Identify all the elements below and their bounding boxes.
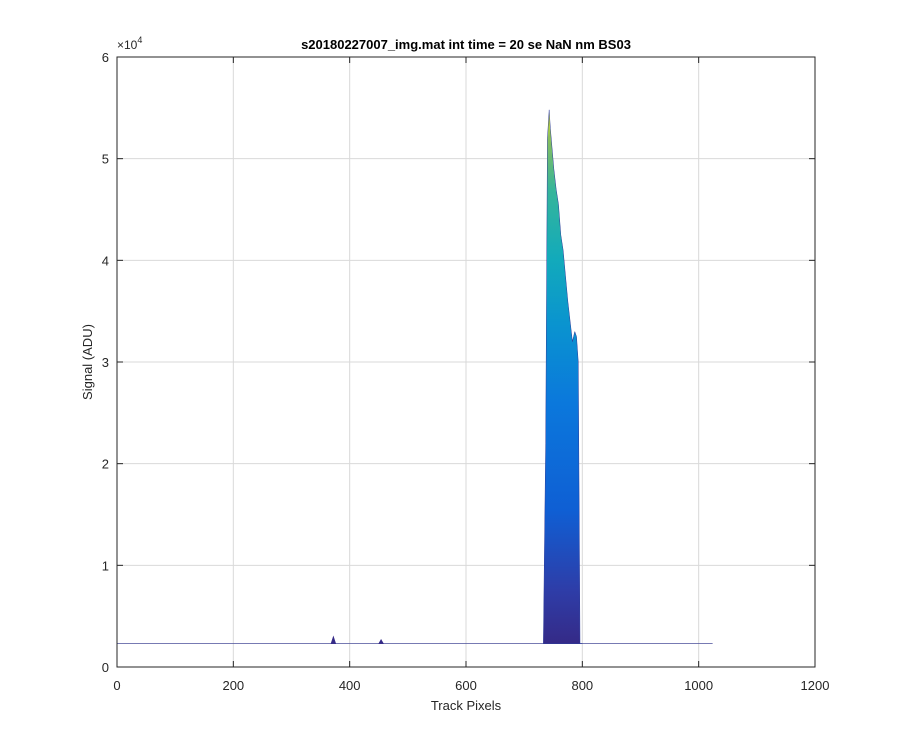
x-tick-label: 200 [222, 678, 244, 693]
axis-ticks: 0 200 400 600 800 1000 1200 0 1 2 3 4 5 6 [102, 50, 830, 693]
small-peak [330, 635, 337, 644]
grid-lines [117, 57, 815, 667]
y-axis-label: Signal (ADU) [80, 324, 95, 400]
small-peak [378, 638, 384, 644]
chart-title: s20180227007_img.mat int time = 20 se Na… [301, 37, 631, 52]
signal-band [543, 109, 583, 644]
y-tick-label: 4 [102, 253, 109, 268]
x-tick-label: 1000 [684, 678, 713, 693]
y-axis-exponent: ×104 [117, 35, 142, 52]
x-tick-label: 600 [455, 678, 477, 693]
y-tick-label: 3 [102, 355, 109, 370]
y-tick-label: 1 [102, 558, 109, 573]
y-exponent-power: 4 [137, 35, 142, 45]
x-tick-label: 1200 [801, 678, 830, 693]
plot-data [117, 109, 713, 645]
x-tick-label: 400 [339, 678, 361, 693]
y-tick-label: 5 [102, 152, 109, 167]
y-exponent-base: ×10 [117, 38, 138, 52]
y-tick-label: 6 [102, 50, 109, 65]
y-tick-label: 2 [102, 457, 109, 472]
x-tick-label: 800 [571, 678, 593, 693]
x-axis-label: Track Pixels [431, 698, 502, 713]
x-tick-label: 0 [113, 678, 120, 693]
y-tick-label: 0 [102, 660, 109, 675]
